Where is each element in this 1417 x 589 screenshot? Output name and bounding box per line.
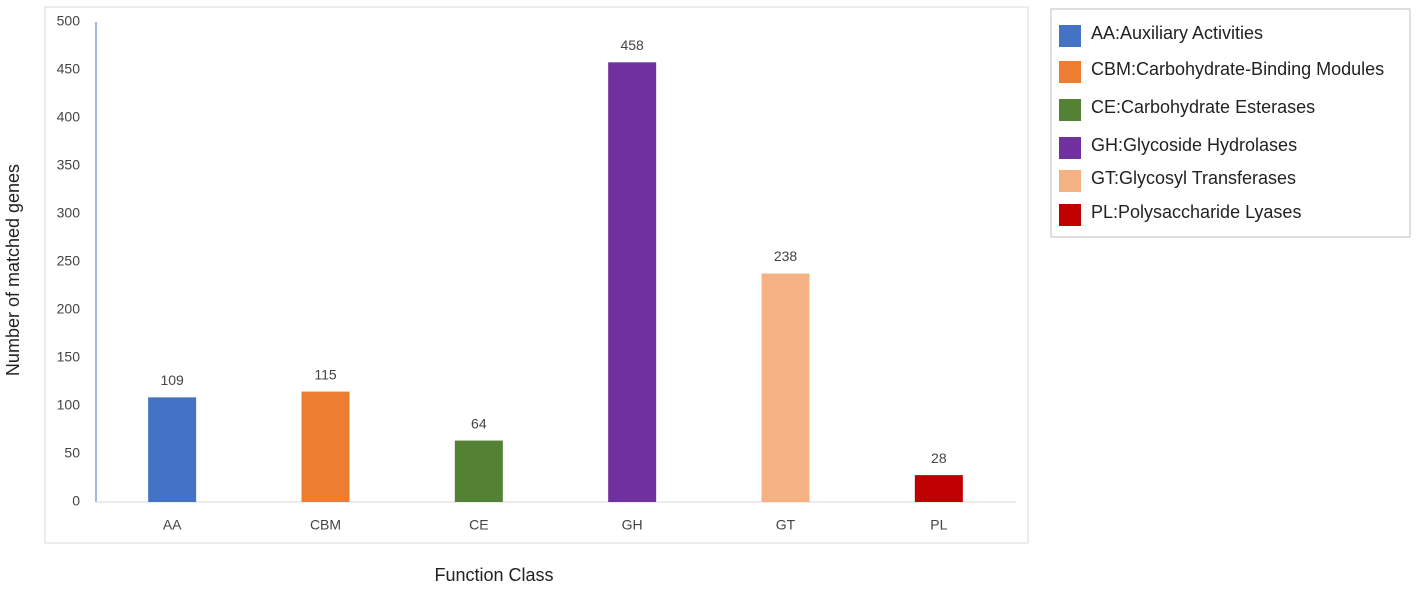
legend-swatch [1059,25,1081,47]
value-label: 64 [471,415,487,431]
x-tick-label: GH [622,517,643,533]
legend-swatch [1059,137,1081,159]
legend-label: CBM:Carbohydrate-Binding Modules [1091,59,1384,79]
value-label: 28 [931,450,947,466]
legend-label: CE:Carbohydrate Esterases [1091,97,1315,117]
y-axis-label: Number of matched genes [3,164,23,376]
x-axis-label: Function Class [434,565,553,585]
x-tick-label: PL [930,517,947,533]
plot-frame [44,6,1029,544]
bar [608,62,657,502]
bar [148,397,197,502]
y-tick-label: 200 [57,301,81,317]
value-label: 458 [620,37,644,53]
x-tick-label: CBM [310,517,341,533]
legend-box [1050,8,1411,238]
legend-swatch [1059,99,1081,121]
legend-swatch [1059,61,1081,83]
legend-label: AA:Auxiliary Activities [1091,23,1263,43]
x-tick-label: CE [469,517,488,533]
y-tick-label: 400 [57,109,81,125]
y-tick-label: 300 [57,205,81,221]
x-tick-label: AA [163,517,182,533]
x-tick-label: GT [776,517,796,533]
value-label: 238 [774,248,798,264]
y-tick-label: 350 [57,157,81,173]
y-tick-label: 250 [57,253,81,269]
bar [454,440,503,502]
bar [301,391,350,502]
y-tick-label: 500 [57,13,81,29]
bar [761,273,810,502]
legend-swatch [1059,204,1081,226]
value-label: 109 [160,372,184,388]
y-tick-label: 100 [57,397,81,413]
y-tick-label: 0 [72,493,80,509]
bar [914,475,963,502]
legend-label: PL:Polysaccharide Lyases [1091,202,1301,222]
legend-label: GT:Glycosyl Transferases [1091,168,1296,188]
y-tick-label: 50 [64,445,80,461]
y-tick-label: 150 [57,349,81,365]
value-label: 115 [314,366,337,382]
legend-swatch [1059,170,1081,192]
legend-label: GH:Glycoside Hydrolases [1091,135,1297,155]
y-tick-label: 450 [57,61,81,77]
